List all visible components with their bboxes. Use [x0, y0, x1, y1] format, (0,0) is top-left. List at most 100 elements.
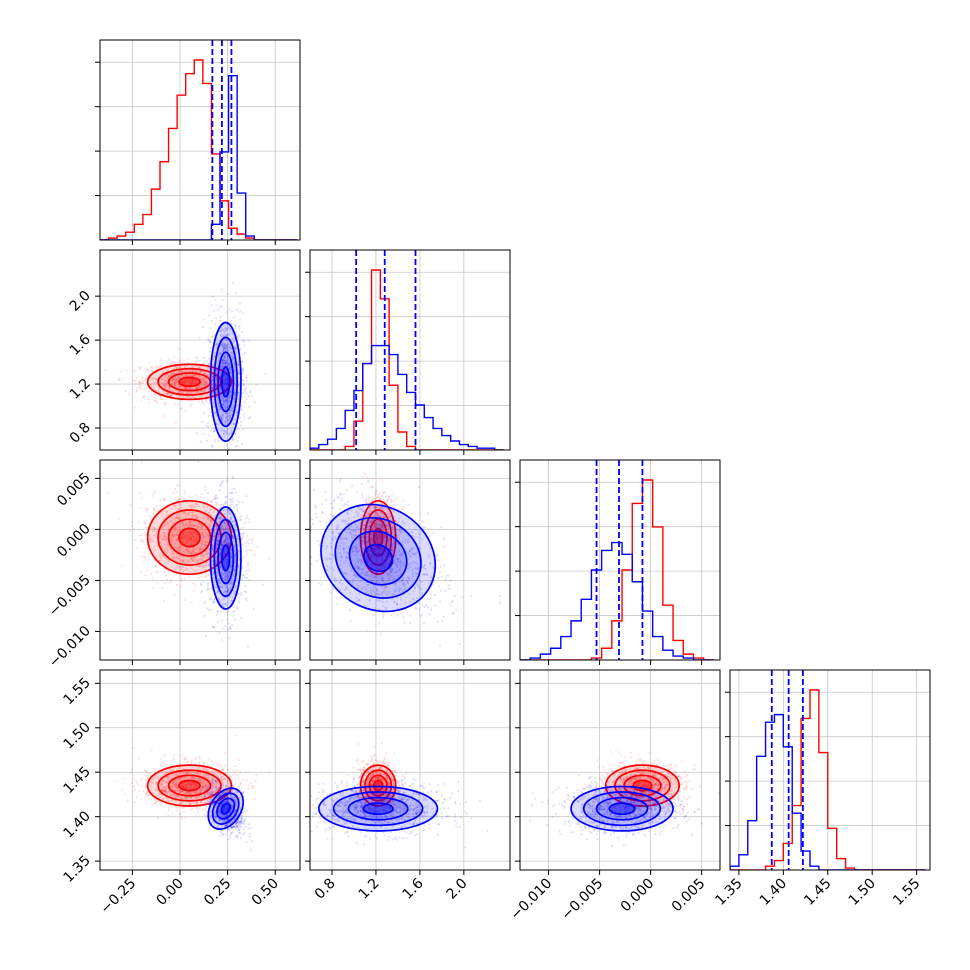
sample-point [223, 355, 226, 358]
sample-point [191, 379, 194, 382]
sample-point [193, 375, 196, 378]
sample-point [190, 382, 193, 385]
sample-point [221, 328, 224, 332]
sample-point [226, 383, 230, 386]
sample-point [205, 534, 209, 537]
sample-point [160, 397, 163, 400]
sample-point [144, 574, 147, 577]
sample-point [234, 346, 237, 350]
sample-point [233, 393, 236, 396]
sample-point [145, 508, 148, 511]
sample-point [227, 363, 231, 366]
sample-point [171, 371, 174, 374]
sample-point [206, 380, 209, 383]
sample-point [155, 378, 158, 381]
sample-point [211, 375, 214, 378]
sample-point [192, 582, 195, 585]
sample-point [182, 533, 185, 536]
sample-point [198, 530, 201, 533]
sample-point [231, 503, 234, 506]
sample-point [227, 333, 231, 337]
sample-point [181, 537, 184, 540]
sample-point [186, 568, 189, 572]
sample-point [159, 541, 162, 544]
sample-point [300, 539, 302, 541]
sample-point [202, 554, 205, 558]
sample-point [194, 557, 197, 560]
sample-point [230, 409, 233, 412]
sample-point [190, 380, 193, 383]
sample-point [199, 440, 202, 443]
sample-point [311, 522, 315, 525]
sample-point [230, 408, 234, 411]
sample-point [180, 381, 183, 384]
sample-point [228, 415, 232, 418]
sample-point [193, 556, 196, 559]
sample-point [232, 356, 235, 359]
sample-point [179, 548, 182, 552]
sample-point [176, 375, 179, 378]
sample-point [186, 387, 189, 390]
sample-point [224, 405, 227, 408]
sample-point [180, 568, 183, 571]
sample-point [190, 552, 193, 555]
sample-point [168, 385, 171, 388]
sample-point [125, 369, 128, 372]
sample-point [226, 386, 229, 389]
sample-point [166, 513, 169, 516]
sample-point [180, 545, 183, 549]
sample-point [228, 418, 231, 421]
sample-point [159, 395, 162, 398]
sample-point [211, 548, 214, 551]
sample-point [207, 511, 210, 514]
sample-point [184, 538, 187, 541]
sample-point [203, 381, 206, 384]
sample-point [245, 376, 248, 380]
sample-point [180, 560, 183, 563]
sample-point [221, 414, 224, 417]
sample-point [220, 334, 223, 337]
sample-point [239, 616, 243, 619]
sample-point [212, 535, 215, 539]
sample-point [224, 430, 227, 433]
sample-point [159, 365, 162, 368]
sample-point [226, 384, 229, 387]
plot-area [310, 250, 504, 450]
sample-point [193, 524, 196, 527]
sample-point [241, 368, 244, 371]
sample-point [228, 571, 232, 574]
sample-point [184, 535, 187, 539]
sample-point [223, 401, 226, 404]
sample-point [166, 521, 169, 525]
sample-point [215, 384, 218, 388]
sample-point [193, 374, 196, 377]
sample-point [228, 346, 231, 349]
sample-point [171, 393, 174, 396]
sample-point [177, 370, 180, 373]
sample-point [207, 373, 210, 377]
sample-point [233, 381, 236, 384]
sample-point [188, 396, 191, 399]
sample-point [148, 401, 151, 404]
sample-point [212, 363, 215, 367]
sample-point [215, 396, 218, 399]
sample-point [192, 512, 195, 515]
sample-point [207, 414, 210, 417]
sample-point [225, 398, 228, 401]
sample-point [206, 544, 209, 548]
sample-point [188, 374, 191, 377]
sample-point [418, 486, 421, 489]
sample-point [189, 553, 192, 556]
sample-point [350, 619, 353, 622]
sample-point [226, 344, 229, 347]
sample-point [162, 534, 165, 537]
sample-point [189, 403, 192, 406]
sample-point [170, 578, 173, 581]
sample-point [195, 386, 198, 389]
sample-point [185, 541, 188, 544]
sample-point [151, 366, 154, 369]
sample-point [247, 542, 250, 545]
sample-point [164, 374, 167, 377]
sample-point [225, 377, 228, 380]
sample-point [222, 396, 225, 399]
